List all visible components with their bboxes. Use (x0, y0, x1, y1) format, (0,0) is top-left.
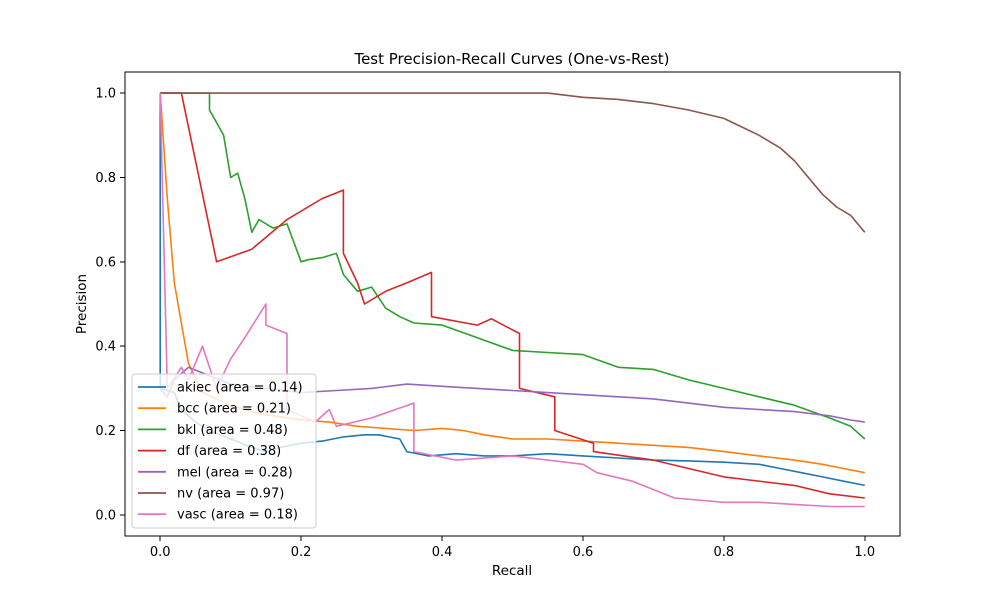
legend-label-6: vasc (area = 0.18) (177, 508, 298, 523)
x-axis: 0.0 0.2 0.4 0.6 0.8 1.0 (150, 536, 875, 560)
y-axis: 0.0 0.2 0.4 0.6 0.8 1.0 (95, 87, 125, 523)
x-tick-label: 0.4 (432, 545, 453, 560)
legend-frame (131, 373, 317, 529)
y-tick-label: 0.0 (95, 508, 116, 523)
series-line-5 (160, 92, 866, 233)
y-tick-label: 0.8 (95, 171, 116, 186)
legend-label-5: nv (area = 0.97) (177, 487, 284, 502)
y-tick-label: 1.0 (95, 87, 116, 102)
plot-frame (124, 71, 901, 537)
x-tick-label: 0.2 (291, 545, 312, 560)
x-axis-label: Recall (492, 563, 532, 579)
y-tick-label: 0.4 (95, 340, 116, 355)
x-tick-label: 0.8 (714, 545, 735, 560)
legend-label-4: mel (area = 0.28) (177, 465, 293, 480)
legend-label-3: df (area = 0.38) (177, 444, 281, 459)
y-tick-label: 0.2 (95, 424, 116, 439)
chart-title: Test Precision-Recall Curves (One-vs-Res… (353, 50, 669, 68)
legend: akiec (area = 0.14) bcc (area = 0.21) bkl … (131, 373, 317, 529)
y-tick-label: 0.6 (95, 255, 116, 270)
legend-label-2: bkl (area = 0.48) (177, 423, 288, 438)
x-tick-label: 0.6 (573, 545, 594, 560)
y-axis-label: Precision (74, 274, 90, 334)
series-line-2 (160, 92, 866, 440)
series-line-3 (160, 92, 865, 499)
x-tick-label: 0.0 (150, 545, 171, 560)
legend-label-0: akiec (area = 0.14) (177, 381, 303, 396)
legend-label-1: bcc (area = 0.21) (177, 402, 291, 417)
x-tick-label: 1.0 (854, 545, 875, 560)
